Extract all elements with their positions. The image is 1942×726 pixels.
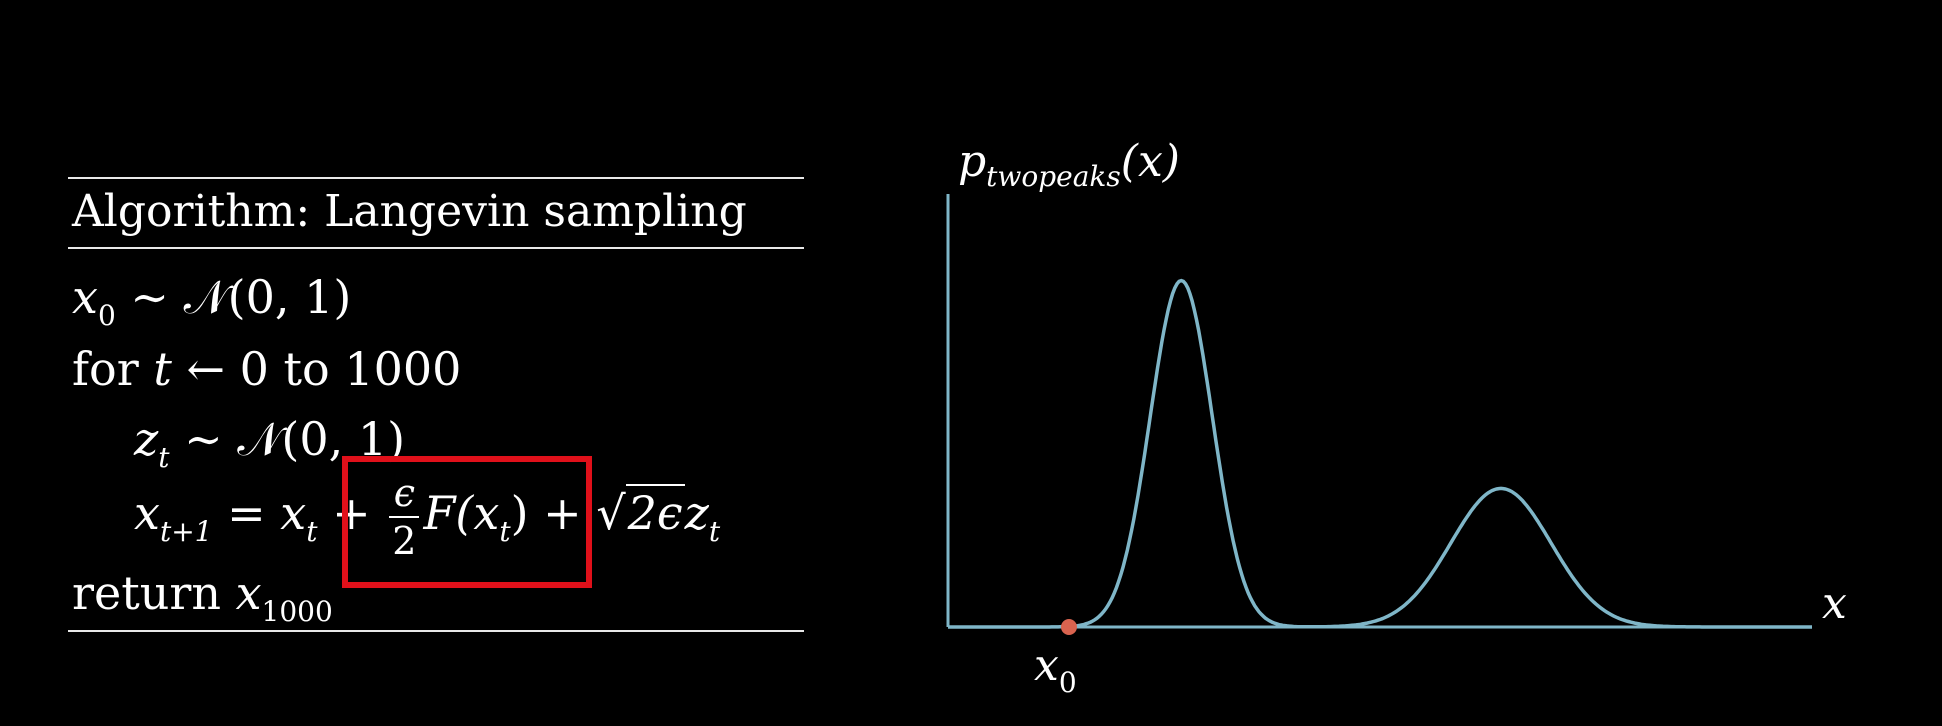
init-sub: 0	[97, 299, 116, 332]
y-axis-label-tail: (x)	[1120, 136, 1180, 187]
sqrt-radicand: 2ϵ	[625, 484, 685, 540]
init-line: x0 ∼ 𝒩(0, 1)	[72, 270, 351, 332]
update-z-var: z	[684, 486, 709, 540]
loop-line: for t ← 0 to 1000	[72, 342, 461, 396]
update-z-sub: t	[708, 515, 721, 548]
force-close: )	[510, 486, 529, 540]
initial-point-label-var: x	[1034, 640, 1059, 691]
fraction-bar	[389, 516, 420, 518]
init-var: x	[72, 270, 98, 324]
update-plus: +	[317, 486, 386, 540]
fraction-numerator: ϵ	[393, 471, 416, 515]
return-keyword: return	[72, 566, 236, 620]
sqrt-term: √2ϵ	[596, 484, 685, 540]
force-term-highlight-box	[342, 456, 592, 588]
update-plus2: +	[528, 486, 597, 540]
initial-point-marker	[1060, 619, 1077, 635]
noise-var: z	[134, 412, 159, 466]
y-axis-label: ptwopeaks(x)	[958, 136, 1180, 193]
return-sub: 1000	[261, 595, 333, 628]
initial-point-label: x0	[1034, 640, 1077, 699]
update-eq: =	[212, 486, 281, 540]
x-axis-label: x	[1822, 578, 1847, 629]
force-func: F(	[423, 486, 474, 540]
update-line: xt+1 = xt + ϵ 2 F(xt) + √2ϵzt	[134, 474, 720, 560]
initial-point-label-sub: 0	[1058, 666, 1077, 699]
y-axis-label-sub: twopeaks	[986, 160, 1121, 193]
update-x-sub: t	[306, 515, 318, 548]
bottom-rule	[68, 630, 804, 632]
loop-var: t	[153, 342, 172, 396]
force-arg-var: x	[473, 486, 500, 540]
title-rule	[68, 247, 804, 249]
update-lhs-sub: t+1	[159, 515, 213, 548]
density-curve	[948, 278, 1812, 629]
loop-rest: ← 0 to 1000	[171, 342, 462, 396]
loop-keyword: for	[72, 342, 154, 396]
top-rule	[68, 177, 804, 179]
return-var: x	[235, 566, 262, 620]
update-lhs-var: x	[134, 486, 160, 540]
noise-sub: t	[158, 441, 170, 474]
fraction-denominator: 2	[392, 519, 417, 563]
force-arg-sub: t	[499, 515, 511, 548]
algorithm-title: Algorithm: Langevin sampling	[72, 186, 747, 237]
update-x-var: x	[280, 486, 307, 540]
return-line: return x1000	[72, 566, 333, 628]
init-rest: ∼ 𝒩(0, 1)	[115, 270, 352, 324]
sqrt-sign-icon: √	[596, 486, 626, 540]
y-axis-label-main: p	[958, 136, 987, 187]
